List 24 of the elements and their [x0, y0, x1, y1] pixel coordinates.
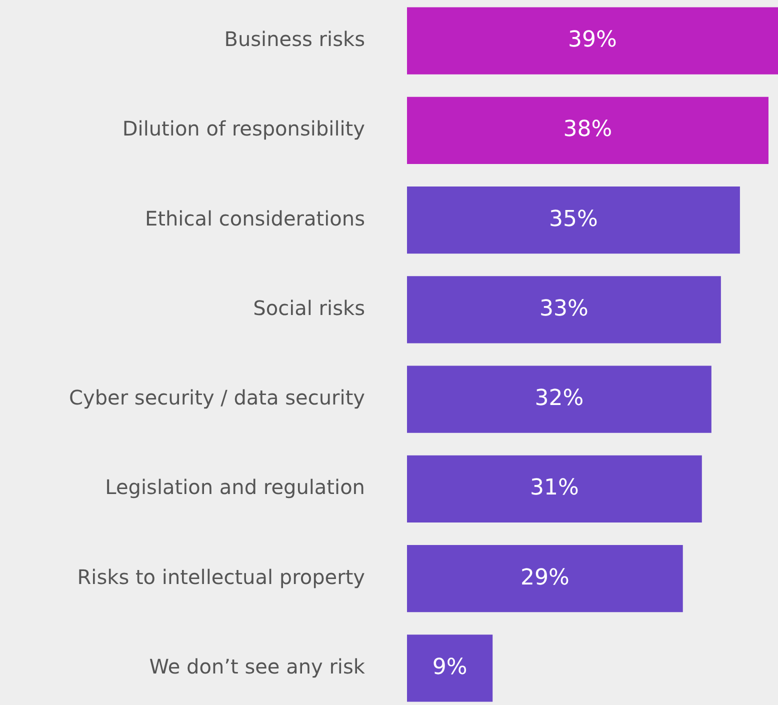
y-tick-label: Ethical considerations [145, 206, 365, 230]
y-tick-label: Cyber security / data security [69, 386, 366, 410]
data-label: 31% [530, 476, 579, 501]
bar [407, 544, 683, 612]
bar [407, 276, 721, 344]
data-label: 39% [568, 28, 617, 53]
bar [407, 634, 493, 702]
bar [407, 455, 702, 523]
data-label: 29% [520, 565, 570, 590]
data-label: 9% [432, 654, 468, 680]
y-tick-label: Risks to intellectual property [77, 564, 366, 589]
data-label: 35% [549, 206, 598, 232]
bar [407, 7, 778, 74]
y-tick-label: Dilution of responsibility [122, 116, 366, 141]
bar [407, 96, 768, 164]
y-tick-label: Business risks [224, 27, 365, 52]
y-tick-label: We don’t see any risk [149, 654, 366, 678]
data-label: 32% [534, 386, 584, 412]
bar [407, 366, 712, 433]
y-tick-label: Legislation and regulation [105, 475, 365, 500]
data-label: 33% [540, 296, 588, 322]
data-label: 38% [563, 117, 612, 142]
bar [407, 186, 740, 254]
y-tick-label: Social risks [253, 296, 365, 320]
